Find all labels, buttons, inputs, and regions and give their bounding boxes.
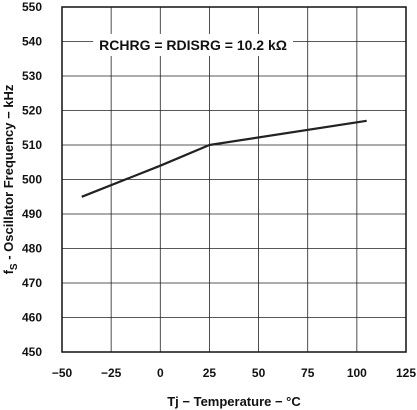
- y-axis-title-subscript: S: [9, 263, 20, 270]
- y-tick-label: 550: [22, 0, 42, 14]
- y-tick-label: 510: [22, 138, 42, 152]
- x-axis-ticks: −50 −25 0 25 50 75 100 125: [52, 366, 417, 380]
- annotation: RCHRG = RDISRG = 10.2 kΩ: [93, 33, 293, 56]
- y-tick-label: 500: [22, 173, 42, 187]
- y-tick-label: 540: [22, 35, 42, 49]
- x-tick-label: 0: [157, 366, 164, 380]
- y-axis-title-text: - Oscillator Frequency − kHz: [1, 84, 16, 263]
- series-layer: [81, 119, 367, 198]
- y-tick-label: 460: [22, 311, 42, 325]
- y-tick-label: 530: [22, 69, 42, 83]
- y-axis-title: fS - Oscillator Frequency − kHz: [1, 84, 20, 274]
- annotation-text: RCHRG = RDISRG = 10.2 kΩ: [99, 37, 287, 53]
- annotation-background: [93, 33, 293, 56]
- x-tick-label: 125: [396, 366, 416, 380]
- x-tick-label: 50: [252, 366, 266, 380]
- y-tick-label: 470: [22, 276, 42, 290]
- x-tick-label: 75: [301, 366, 315, 380]
- x-tick-label: −25: [101, 366, 122, 380]
- y-axis-title-symbol: f: [1, 269, 16, 274]
- y-tick-label: 520: [22, 104, 42, 118]
- series-line: [81, 119, 367, 198]
- y-axis-ticks: 450 460 470 480 490 500 510 520 530 540 550: [22, 0, 42, 359]
- y-tick-label: 490: [22, 207, 42, 221]
- x-axis-title: Tj − Temperature − °C: [167, 394, 301, 409]
- x-tick-label: 25: [203, 366, 217, 380]
- grid: [61, 6, 407, 353]
- y-tick-label: 480: [22, 242, 42, 256]
- plot-frame: [61, 6, 407, 353]
- y-tick-label: 450: [22, 345, 42, 359]
- x-tick-label: −50: [52, 366, 73, 380]
- x-tick-label: 100: [347, 366, 367, 380]
